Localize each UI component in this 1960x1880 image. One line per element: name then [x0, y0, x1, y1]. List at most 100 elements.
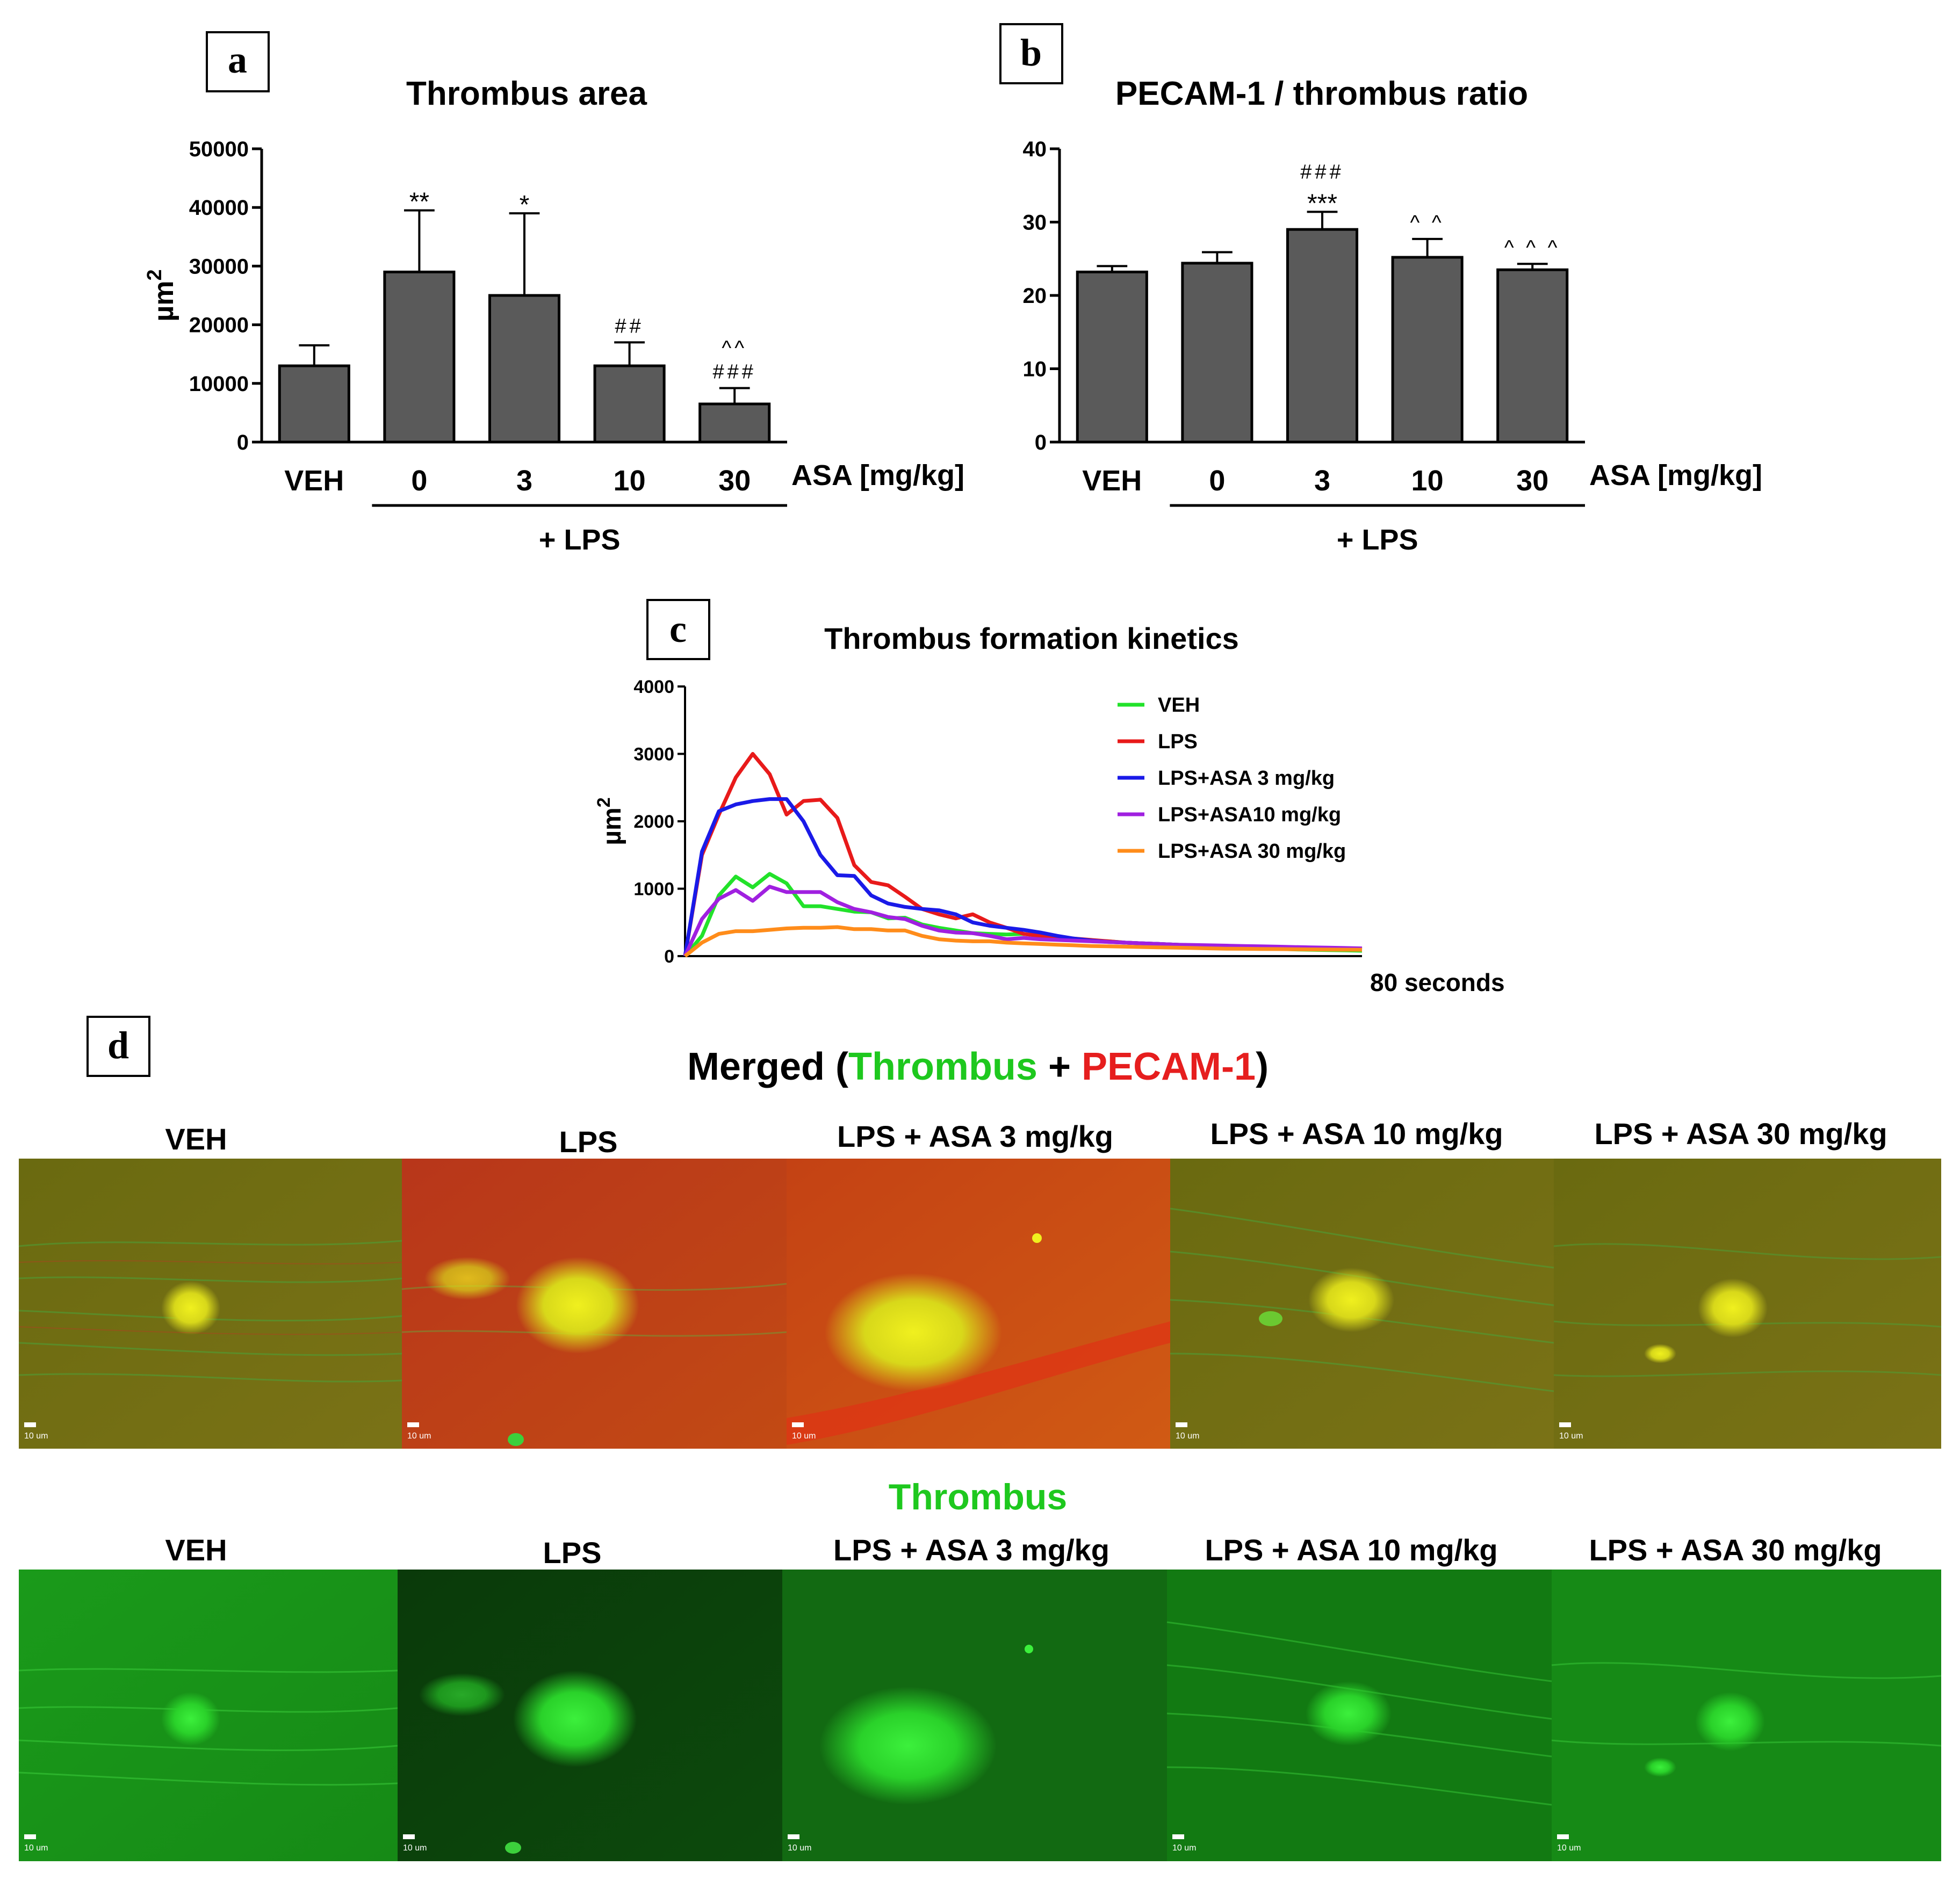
- scale-bar-label: 10 um: [1176, 1431, 1199, 1441]
- category-label: 3: [1314, 465, 1330, 497]
- significance-label: *: [520, 191, 530, 219]
- panel-c-axes: 0 1000 2000 3000 4000 µm2 80 seconds VEH LPS LPS+…: [594, 677, 1505, 996]
- thrombus-image-asa30: 10 um: [1551, 1570, 1942, 1861]
- y-tick-label: 3000: [633, 744, 674, 765]
- thrombus-image-lps: 10 um: [398, 1570, 782, 1861]
- y-tick-label: 10000: [189, 372, 249, 396]
- panel-b-title: PECAM-1 / thrombus ratio: [1115, 75, 1528, 112]
- panel-b-axes: 0 10 20 30 40 VEH 0 *** ### 3 ^ ^ 10 ^ ^ ^ 30 ASA [mg/…: [1023, 138, 1763, 556]
- merged-image-veh: 10 um: [18, 1159, 402, 1449]
- scale-bar-label: 10 um: [24, 1843, 48, 1853]
- lps-group-label: + LPS: [539, 524, 621, 556]
- significance-label: ###: [1300, 161, 1344, 183]
- series-line: [683, 925, 1363, 958]
- significance-label: ***: [1307, 189, 1337, 218]
- legend-label: LPS+ASA 30 mg/kg: [1158, 840, 1346, 863]
- y-tick-label: 50000: [189, 138, 249, 161]
- merged-title-part: Merged (: [687, 1045, 848, 1088]
- significance-label: ^ ^: [1410, 212, 1444, 234]
- scale-bar-label: 10 um: [24, 1431, 48, 1441]
- bar: [278, 364, 350, 444]
- bar: [1496, 268, 1569, 444]
- panel-d-merged-title: Merged (Thrombus + PECAM-1): [687, 1045, 1269, 1088]
- category-label: VEH: [284, 465, 344, 497]
- row1-label-lps: LPS: [559, 1125, 618, 1159]
- merged-title-pecam: PECAM-1: [1082, 1045, 1256, 1088]
- row2-label-veh: VEH: [165, 1533, 227, 1567]
- significance-label: ##: [615, 315, 644, 337]
- panel-b-letter: b: [1020, 31, 1042, 74]
- bar: [488, 294, 561, 444]
- scale-bar-label: 10 um: [407, 1431, 431, 1441]
- scale-bar-label: 10 um: [788, 1843, 811, 1853]
- panel-b-letter-box: [999, 23, 1063, 84]
- category-label: 10: [1411, 465, 1444, 497]
- significance-label: ^^: [722, 337, 747, 360]
- y-tick-label: 20000: [189, 314, 249, 337]
- merged-image-asa30: 10 um: [1553, 1159, 1942, 1449]
- y-tick-label: 30000: [189, 255, 249, 278]
- legend-label: VEH: [1158, 694, 1200, 717]
- category-label: 3: [516, 465, 532, 497]
- legend-label: LPS: [1158, 731, 1198, 753]
- y-tick-label: 1000: [633, 879, 674, 900]
- significance-label: ###: [712, 361, 756, 384]
- panel-c-letter-box: [646, 599, 710, 660]
- y-axis-label: µm2: [143, 269, 179, 321]
- bar: [1286, 228, 1359, 444]
- y-tick-label: 40: [1023, 138, 1047, 161]
- panel-d-letter-box: [87, 1016, 150, 1077]
- panel-a-letter: a: [228, 38, 247, 81]
- significance-label: ^ ^ ^: [1504, 236, 1561, 259]
- bar: [1391, 256, 1464, 444]
- lps-group-label: + LPS: [1337, 524, 1418, 556]
- bar: [383, 270, 456, 444]
- row1-label-veh: VEH: [165, 1122, 227, 1156]
- scale-bar-label: 10 um: [1172, 1843, 1196, 1853]
- x-unit-label: ASA [mg/kg]: [1589, 459, 1762, 491]
- bar: [593, 364, 666, 444]
- panel-a-axes: 0 10000 20000 30000 40000 50000 µm2 VEH ** 0 * 3 ## 1…: [143, 138, 964, 556]
- thrombus-image-veh: 10 um: [18, 1570, 398, 1861]
- thrombus-image-asa10: 10 um: [1166, 1570, 1552, 1861]
- significance-label: **: [409, 188, 429, 216]
- panel-a: a Thrombus area 0 10000 20000 30000 40000 500…: [143, 31, 964, 556]
- panel-c-title: Thrombus formation kinetics: [824, 621, 1239, 655]
- y-tick-label: 0: [664, 946, 674, 967]
- panel-c: c Thrombus formation kinetics 0 1000 2000 3…: [594, 599, 1505, 996]
- row2-label-asa30: LPS + ASA 30 mg/kg: [1589, 1533, 1882, 1567]
- scale-bar-label: 10 um: [403, 1843, 427, 1853]
- bar: [1181, 262, 1253, 444]
- category-label: VEH: [1082, 465, 1142, 497]
- category-label: 30: [718, 465, 751, 497]
- row2-label-asa3: LPS + ASA 3 mg/kg: [833, 1533, 1109, 1567]
- row2-label-asa10: LPS + ASA 10 mg/kg: [1205, 1533, 1497, 1567]
- panel-d: d Merged (Thrombus + PECAM-1) VEH LPS LP…: [18, 1016, 1942, 1861]
- y-tick-label: 10: [1023, 358, 1047, 381]
- legend-label: LPS+ASA10 mg/kg: [1158, 804, 1341, 826]
- scale-bar-label: 10 um: [792, 1431, 816, 1441]
- y-axis-label: µm2: [594, 797, 626, 845]
- merged-title-part: ): [1256, 1045, 1269, 1088]
- x-unit-label: ASA [mg/kg]: [791, 459, 964, 491]
- scale-bar-label: 10 um: [1559, 1431, 1583, 1441]
- panel-d-thrombus-title: Thrombus: [889, 1477, 1067, 1517]
- panel-a-title: Thrombus area: [406, 75, 647, 112]
- y-tick-label: 40000: [189, 196, 249, 220]
- y-tick-label: 4000: [633, 677, 674, 697]
- merged-image-asa10: 10 um: [1170, 1159, 1554, 1449]
- bar: [698, 402, 771, 444]
- merged-title-thrombus: Thrombus: [848, 1045, 1037, 1088]
- panel-a-letter-box: [206, 31, 270, 92]
- category-label: 0: [1209, 465, 1225, 497]
- thrombus-image-asa3: 10 um: [782, 1570, 1167, 1861]
- y-tick-label: 0: [237, 431, 249, 454]
- y-tick-label: 30: [1023, 211, 1047, 235]
- scale-bar-label: 10 um: [1557, 1843, 1581, 1853]
- y-tick-label: 0: [1035, 431, 1047, 454]
- merged-image-asa3: 10 um: [787, 1159, 1170, 1449]
- category-label: 10: [614, 465, 646, 497]
